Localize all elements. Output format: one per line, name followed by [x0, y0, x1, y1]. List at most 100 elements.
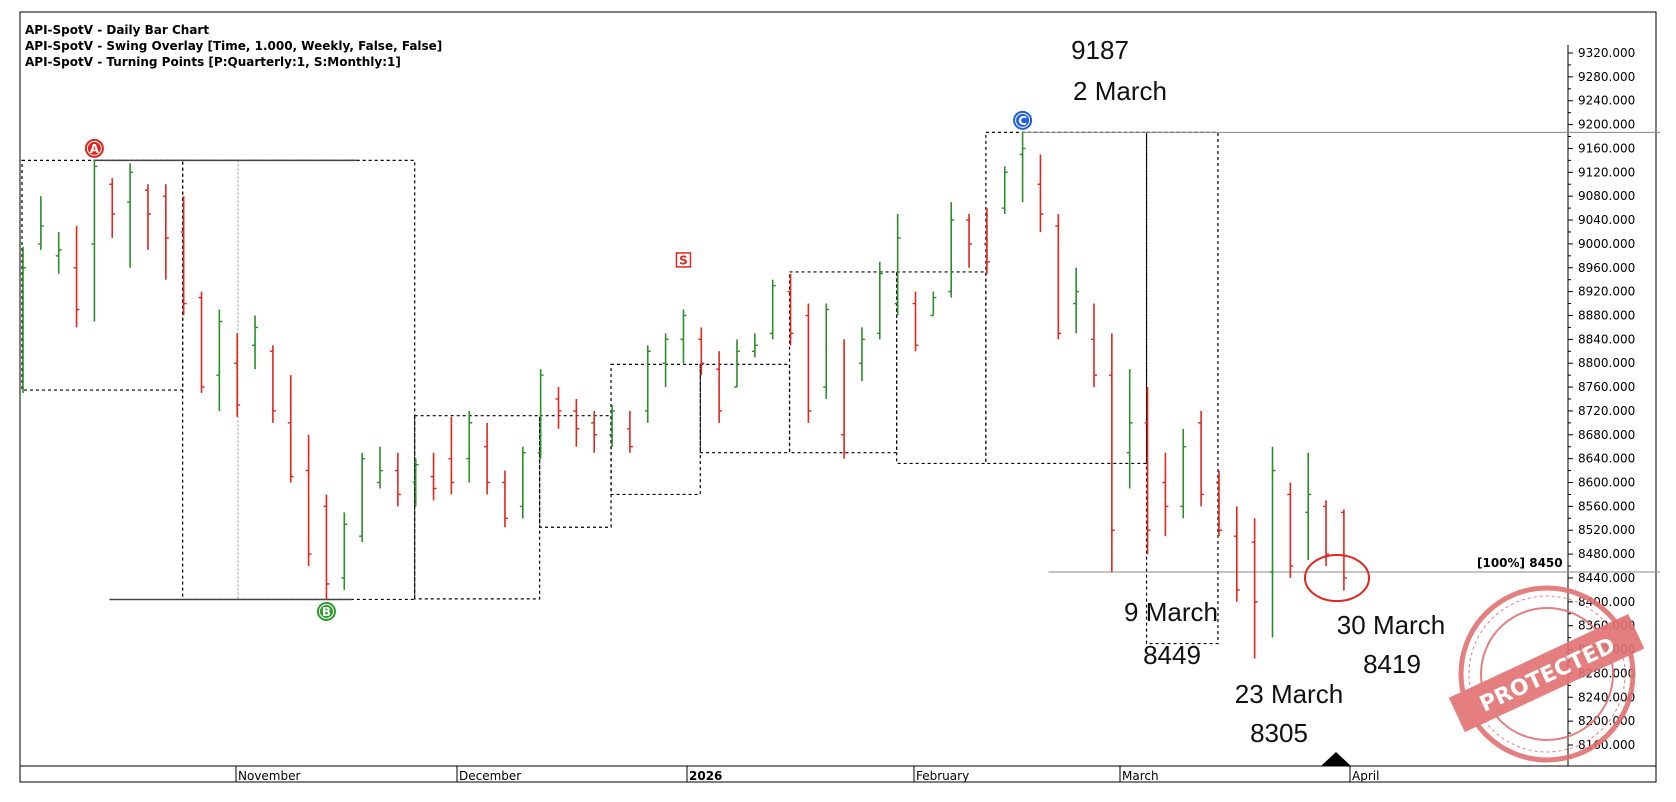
y-tick-label: 8920.000 [1578, 285, 1635, 299]
legend-line-2: API-SpotV - Swing Overlay [Time, 1.000, … [25, 39, 442, 53]
level-100-label: [100%] 8450 [1477, 556, 1563, 570]
march9-date-label: 9 March [1124, 597, 1218, 627]
x-tick-label: February [916, 769, 969, 783]
ohlc-bar [716, 351, 723, 423]
y-tick-label: 8480.000 [1578, 547, 1635, 561]
horizontal-levels [93, 131, 1660, 601]
ohlc-bar [1269, 446, 1276, 638]
y-tick-label: 8560.000 [1578, 499, 1635, 513]
ohlc-bar [1233, 506, 1240, 602]
ohlc-bar [805, 303, 812, 423]
ohlc-bar [269, 345, 276, 423]
ohlc-bar [609, 404, 616, 447]
ohlc-bar [1323, 500, 1330, 567]
y-tick-label: 8520.000 [1578, 523, 1635, 537]
turning-point-s: S [675, 252, 692, 268]
y-tick-label: 9000.000 [1578, 237, 1635, 251]
ohlc-bar [216, 309, 223, 411]
ohlc-bar [876, 261, 883, 340]
top-value-label: 9187 [1071, 35, 1129, 65]
ohlc-bar [234, 333, 241, 417]
march23-date-label: 23 March [1235, 679, 1343, 709]
swing-box [896, 271, 987, 465]
ohlc-bar [1162, 452, 1169, 537]
chart-legend: API-SpotV - Daily Bar Chart API-SpotV - … [25, 23, 442, 69]
turning-point-a: A [83, 137, 105, 159]
ohlc-bar [394, 452, 401, 507]
highlight-circle [1304, 554, 1370, 602]
march23-value-label: 8305 [1250, 718, 1308, 748]
x-tick-label: March [1122, 769, 1159, 783]
ohlc-bar [573, 399, 580, 447]
y-tick-label: 8800.000 [1578, 356, 1635, 370]
ohlc-bar [1340, 509, 1347, 591]
swing-box [414, 415, 541, 600]
ohlc-bar [1108, 333, 1115, 572]
swing-box [1145, 131, 1219, 645]
ohlc-bar [323, 494, 330, 600]
x-tick-label: 2026 [689, 769, 722, 783]
ohlc-bar [109, 178, 116, 238]
ohlc-bar [966, 214, 973, 268]
ohlc-bar [501, 470, 508, 528]
ohlc-bar [37, 196, 44, 250]
ohlc-bar [948, 202, 955, 298]
y-tick-label: 9200.000 [1578, 118, 1635, 132]
ohlc-bar [73, 226, 80, 328]
ohlc-bar [1305, 452, 1312, 561]
swing-box [610, 363, 701, 496]
ohlc-bar [1001, 166, 1008, 215]
march30-value-label: 8419 [1363, 649, 1421, 679]
x-axis-months: November December 2026 February March April [235, 766, 1379, 783]
ohlc-bar [858, 327, 865, 382]
ohlc-bar [127, 163, 134, 268]
y-tick-label: 9120.000 [1578, 165, 1635, 179]
ohlc-bar [644, 345, 651, 423]
x-tick-label: December [459, 769, 521, 783]
ohlc-bar [769, 279, 776, 340]
ohlc-bar [1055, 214, 1062, 340]
ohlc-bar [1180, 428, 1187, 519]
marker-inner-ring [86, 140, 102, 156]
ohlc-bar [287, 375, 294, 483]
marker-s-letter: S [679, 253, 688, 267]
price-bars [20, 132, 1347, 659]
legend-line-3: API-SpotV - Turning Points [P:Quarterly:… [25, 55, 401, 69]
ohlc-bar [555, 387, 562, 429]
top-date-label: 2 March [1073, 76, 1167, 106]
y-tick-label: 9040.000 [1578, 213, 1635, 227]
y-tick-label: 8960.000 [1578, 261, 1635, 275]
ohlc-bar [591, 410, 598, 453]
ohlc-bar [180, 196, 187, 316]
ohlc-bar [1037, 154, 1044, 232]
ohlc-bar [662, 333, 669, 388]
ohlc-bar [198, 291, 205, 394]
y-tick-label: 8240.000 [1578, 690, 1635, 704]
ohlc-bar [341, 512, 348, 590]
x-tick-label: April [1352, 769, 1379, 783]
ohlc-bar [20, 246, 26, 394]
march9-value-label: 8449 [1143, 640, 1201, 670]
marker-letter: A [90, 142, 100, 156]
y-tick-label: 9280.000 [1578, 70, 1635, 84]
y-tick-label: 8720.000 [1578, 404, 1635, 418]
ohlc-bar [144, 184, 151, 250]
legend-line-1: API-SpotV - Daily Bar Chart [25, 23, 209, 37]
turning-point-b: B [315, 600, 337, 622]
y-tick-label: 9160.000 [1578, 141, 1635, 155]
ohlc-bar [305, 434, 312, 567]
ohlc-bar [751, 333, 758, 358]
ohlc-bar [412, 458, 419, 507]
ohlc-bar [1215, 470, 1222, 537]
march30-date-label: 30 March [1337, 610, 1445, 640]
y-tick-label: 8880.000 [1578, 308, 1635, 322]
ohlc-bar [1019, 132, 1026, 203]
ohlc-bar [55, 231, 62, 274]
ohlc-bar [698, 327, 705, 376]
ohlc-bar [734, 339, 740, 388]
ohlc-bar [162, 184, 169, 280]
ohlc-bar [983, 208, 990, 274]
y-tick-label: 8680.000 [1578, 428, 1635, 442]
y-tick-label: 8640.000 [1578, 452, 1635, 466]
